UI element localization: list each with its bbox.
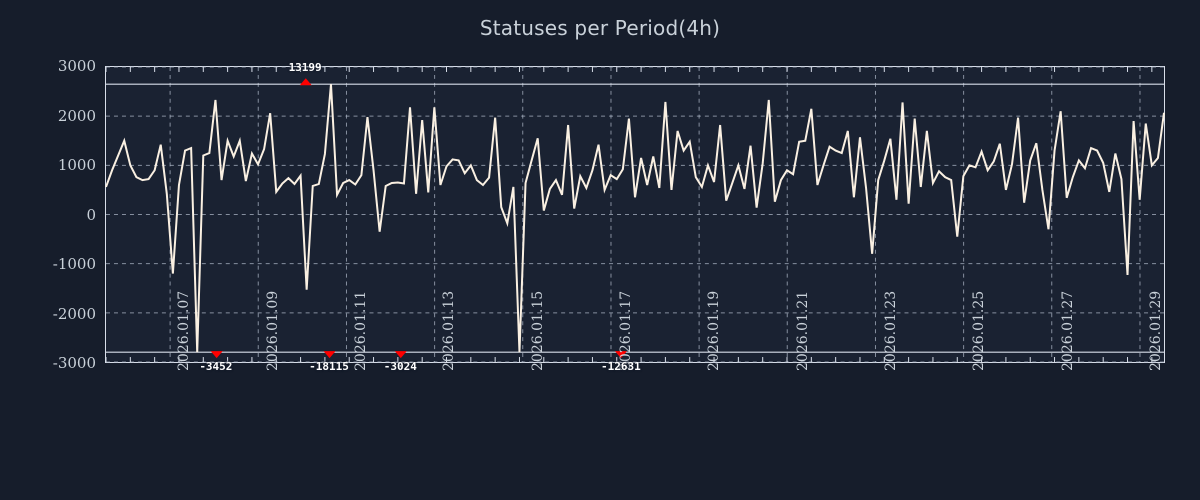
x-tick-label: 2026.01.29	[1147, 290, 1164, 371]
page-title: Statuses per Period(4h)	[479, 16, 721, 40]
x-tick-label: 2026.01.23	[882, 290, 899, 371]
x-tick-label: 2026.01.19	[706, 290, 723, 371]
data-line	[105, 84, 1165, 353]
x-tick-label: 2026.01.21	[794, 290, 811, 371]
y-tick-label: -2000	[52, 304, 96, 323]
x-tick-label: 2026.01.07	[176, 290, 193, 371]
extreme-value-marker[interactable]	[299, 78, 312, 86]
extreme-value-marker[interactable]	[210, 351, 223, 359]
extreme-value-marker[interactable]	[323, 351, 336, 359]
x-tick-label: 2026.01.17	[617, 290, 634, 371]
y-tick-label: -1000	[52, 255, 96, 273]
line-series-svg	[105, 66, 1165, 363]
y-tick-label: 1000	[57, 156, 96, 174]
y-tick-label: -3000	[52, 354, 96, 372]
y-tick-label: 2000	[57, 106, 96, 125]
extreme-value-marker[interactable]	[614, 351, 627, 359]
x-tick-label: 2026.01.11	[352, 290, 369, 371]
plot-area[interactable]	[105, 66, 1165, 363]
y-tick-label: 0	[86, 205, 96, 224]
x-tick-label: 2026.01.27	[1059, 290, 1076, 371]
x-tick-label: 2026.01.15	[529, 290, 546, 371]
x-tick-label: 2026.01.25	[971, 290, 988, 371]
y-tick-label: 3000	[57, 57, 96, 75]
y-axis-tick-labels: 3000 2000 1000 0 -1000 -2000 -3000	[0, 0, 96, 500]
extreme-value-marker[interactable]	[394, 351, 407, 359]
x-tick-label: 2026.01.09	[264, 290, 281, 371]
x-tick-label: 2026.01.13	[441, 290, 458, 371]
